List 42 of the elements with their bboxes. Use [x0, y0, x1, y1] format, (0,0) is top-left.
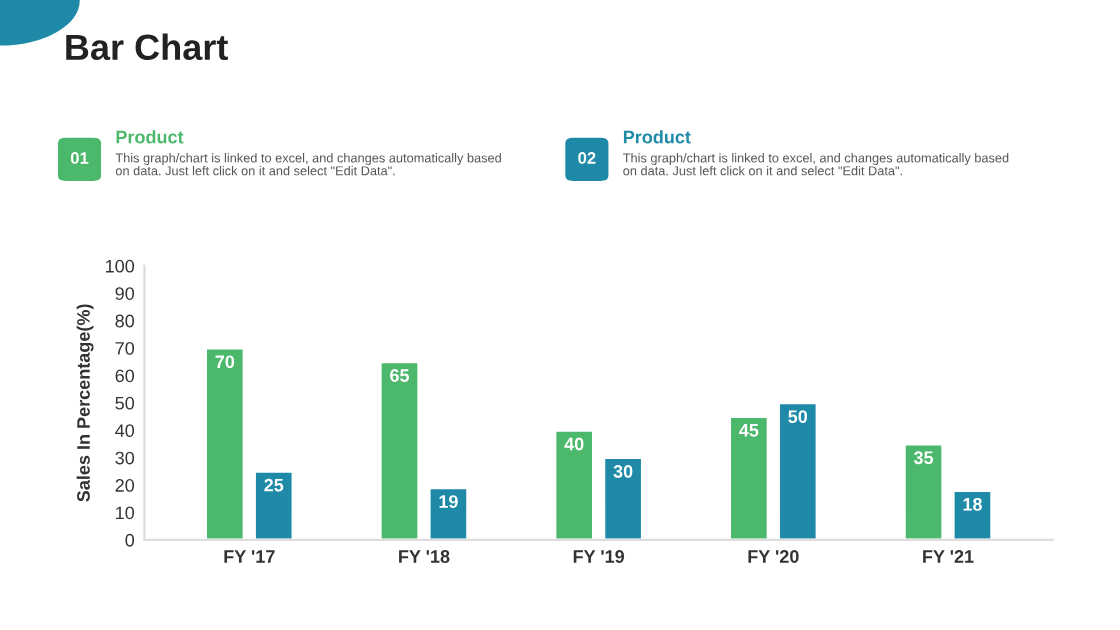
text: Product: [116, 130, 184, 144]
bar: [602, 456, 644, 540]
y-tick-label: 40: [115, 424, 135, 438]
data-label: 18: [963, 497, 982, 511]
data-label: 25: [264, 478, 284, 492]
bar: [777, 401, 819, 540]
bar: [378, 360, 421, 540]
data-label: 70: [215, 355, 235, 369]
chart-title: Bar Chart: [66, 33, 228, 61]
data-label: 65: [390, 369, 410, 382]
y-tick-label: 0: [125, 533, 135, 547]
y-tick-label: 20: [115, 479, 135, 492]
data-label: 50: [788, 410, 808, 423]
bar: [728, 415, 770, 540]
x-tick-label: FY '20: [748, 550, 799, 563]
bar: [253, 470, 295, 540]
bar: [204, 346, 246, 540]
y-tick-label: 60: [115, 369, 135, 383]
bar: [902, 442, 945, 540]
x-tick-label: FY '17: [224, 550, 275, 563]
y-tick-label: 30: [115, 451, 135, 465]
y-axis-title: Sales In Percentage(%): [76, 304, 94, 502]
y-tick-label: 90: [115, 287, 135, 300]
y-tick-label: 50: [115, 396, 135, 410]
bar: [553, 428, 595, 540]
data-label: 19: [439, 495, 458, 508]
data-label: 45: [739, 424, 759, 437]
y-tick-label: 80: [115, 314, 135, 328]
text: 01: [70, 152, 89, 164]
x-tick-label: FY '18: [399, 550, 450, 563]
text: Product: [623, 130, 691, 144]
y-tick-label: 70: [115, 342, 135, 355]
data-label: 35: [913, 451, 934, 465]
x-tick-label: FY '21: [923, 550, 974, 563]
y-tick-label: 10: [116, 506, 135, 520]
bar: [427, 486, 470, 540]
data-label: 40: [564, 437, 584, 451]
y-tick-label: 100: [106, 259, 135, 273]
bar: [951, 489, 994, 540]
text: 02: [578, 152, 596, 164]
data-label: 30: [613, 465, 633, 478]
x-tick-label: FY '19: [573, 550, 625, 563]
